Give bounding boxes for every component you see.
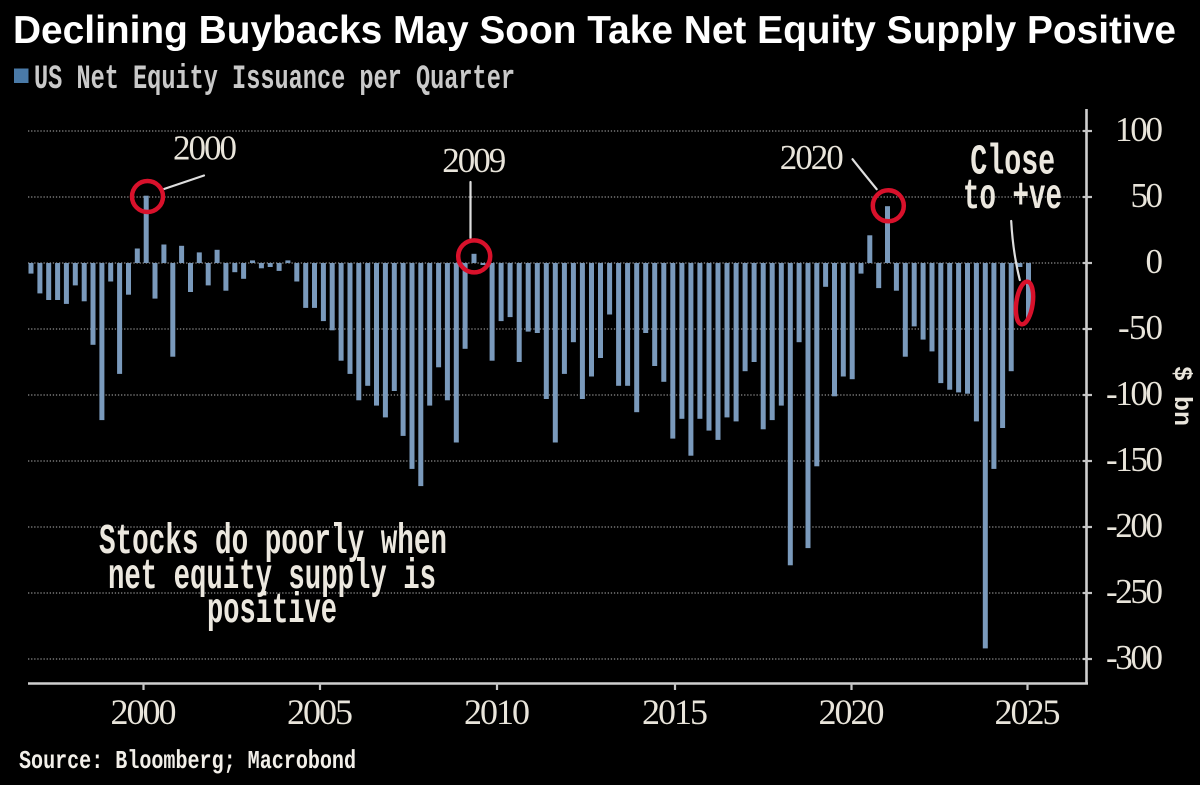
svg-text:2000: 2000 [173,129,237,168]
svg-text:-150: -150 [1106,440,1163,479]
svg-text:Stocks do poorly when: Stocks do poorly when [99,517,447,566]
svg-text:-100: -100 [1106,374,1163,413]
svg-text:$ bn: $ bn [1167,366,1196,426]
svg-text:to +ve: to +ve [963,172,1062,221]
svg-text:positive: positive [207,586,337,635]
svg-text:2015: 2015 [642,692,708,732]
svg-text:2000: 2000 [111,692,177,732]
svg-text:-300: -300 [1106,638,1163,677]
svg-text:Close: Close [970,138,1055,187]
svg-text:100: 100 [1115,110,1163,149]
svg-text:2009: 2009 [442,141,506,180]
svg-text:2005: 2005 [287,692,353,732]
svg-text:2025: 2025 [995,692,1061,732]
svg-text:US Net Equity Issuance per Qua: US Net Equity Issuance per Quarter [34,61,515,99]
svg-text:Source: Bloomberg; Macrobond: Source: Bloomberg; Macrobond [19,746,356,776]
svg-text:-50: -50 [1118,308,1163,347]
svg-text:50: 50 [1131,176,1164,215]
svg-text:net equity supply is: net equity supply is [108,552,436,601]
svg-text:Declining Buybacks May Soon Ta: Declining Buybacks May Soon Take Net Equ… [13,9,1176,52]
svg-text:0: 0 [1146,242,1164,281]
svg-text:2020: 2020 [819,692,885,732]
svg-text:-200: -200 [1106,506,1163,545]
svg-text:-250: -250 [1106,572,1163,611]
svg-text:2010: 2010 [464,692,530,732]
svg-text:2020: 2020 [780,138,844,177]
